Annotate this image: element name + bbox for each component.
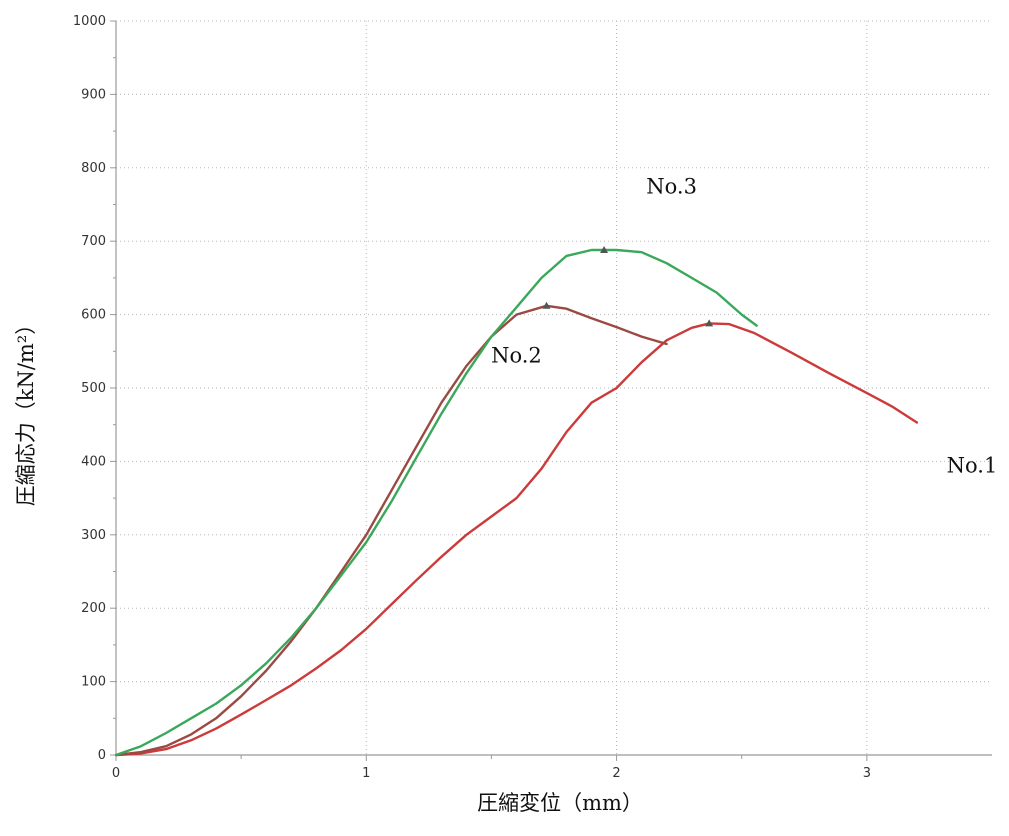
x-tick-label: 0 <box>112 766 120 781</box>
series-label-no-2: No.2 <box>491 343 542 367</box>
x-tick-label: 2 <box>612 766 620 781</box>
axis-layer: 0 100 200 300 400 500 600 700 800 900 1000 0 1 2 3 <box>73 14 992 781</box>
series-line-no-2 <box>114 304 668 757</box>
series-label-no-3: No.3 <box>646 174 697 198</box>
y-axis-title: 圧縮応力（kN/m²） <box>14 314 38 507</box>
series-label-no-1: No.1 <box>947 453 998 477</box>
series-line-no-1 <box>114 322 919 757</box>
peak-marker-no-1 <box>705 319 714 327</box>
y-tick-label: 300 <box>81 528 106 543</box>
grid-layer <box>116 20 992 755</box>
label-layer: No.1 No.2 No.3 <box>491 174 997 477</box>
y-tick-label: 800 <box>81 161 106 176</box>
y-tick-label: 1000 <box>73 14 106 29</box>
y-tick-label: 700 <box>81 234 106 249</box>
y-tick-label: 0 <box>98 748 106 763</box>
y-tick-label: 100 <box>81 675 106 690</box>
y-tick-label: 900 <box>81 87 106 102</box>
y-tick-label: 200 <box>81 601 106 616</box>
x-tick-label: 1 <box>362 766 370 781</box>
y-tick-label: 500 <box>81 381 106 396</box>
series-line-no-3 <box>114 248 758 757</box>
x-tick-label: 3 <box>863 766 871 781</box>
y-tick-label: 400 <box>81 454 106 469</box>
y-tick-label: 600 <box>81 308 106 323</box>
peak-marker-no-2 <box>542 301 551 309</box>
series-layer <box>114 246 919 757</box>
peak-marker-no-3 <box>600 246 609 254</box>
x-axis-title: 圧縮変位（mm） <box>477 791 643 815</box>
